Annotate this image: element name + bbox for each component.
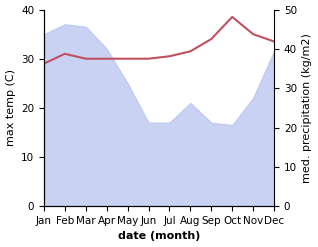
Y-axis label: med. precipitation (kg/m2): med. precipitation (kg/m2) [302, 33, 313, 183]
X-axis label: date (month): date (month) [118, 231, 200, 242]
Y-axis label: max temp (C): max temp (C) [5, 69, 16, 146]
